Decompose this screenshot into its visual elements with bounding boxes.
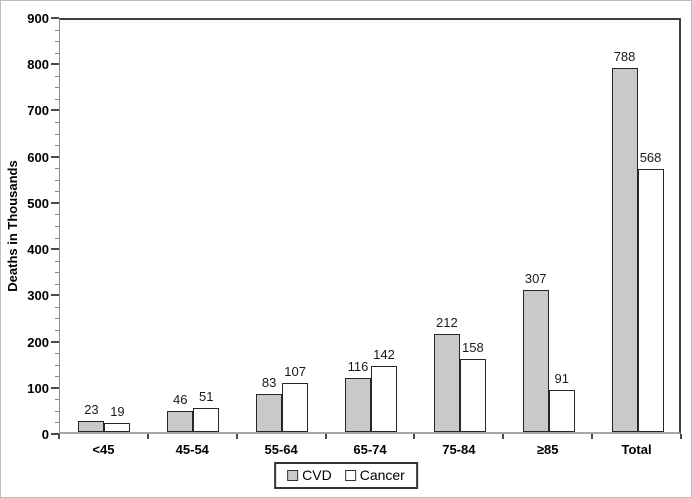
y-minor-tick-mark <box>55 260 59 262</box>
bar-cancer <box>548 390 575 432</box>
y-minor-tick-mark <box>55 237 59 239</box>
y-tick-mark <box>51 340 59 343</box>
bar-value-label: 23 <box>84 402 99 417</box>
y-tick-mark <box>51 433 59 435</box>
bar-cvd <box>167 411 194 432</box>
bar-value-label: 116 <box>347 359 369 374</box>
bar-cancer <box>104 423 131 432</box>
x-category-label: Total <box>621 442 652 457</box>
bar-value-label: 788 <box>613 49 636 64</box>
bar-cancer <box>459 359 486 432</box>
bar-value-label: 19 <box>110 404 125 419</box>
y-minor-tick-mark <box>55 364 59 366</box>
bar-value-label: 142 <box>373 347 395 362</box>
y-tick-label: 600 <box>27 149 49 165</box>
y-minor-tick-mark <box>55 41 59 43</box>
y-tick-label: 200 <box>27 334 49 350</box>
legend-label: Cancer <box>359 467 405 483</box>
y-minor-tick-mark <box>55 422 59 424</box>
bar-cvd <box>611 68 638 432</box>
y-tick-label: 500 <box>27 195 49 211</box>
plot-area: 23 19 46 51 83 107 116 142 212 158 307 91 788 568 <box>59 18 681 434</box>
y-tick-mark <box>51 109 59 112</box>
legend-label: CVD <box>302 467 332 483</box>
y-tick-label: 900 <box>27 11 49 26</box>
legend-marker-cancer-icon <box>344 470 356 481</box>
y-tick-mark <box>51 63 59 66</box>
x-tick-mark <box>58 434 60 439</box>
y-tick-label: 300 <box>27 288 49 304</box>
y-minor-tick-mark <box>55 87 59 89</box>
x-category-label: ≥85 <box>536 442 559 457</box>
y-minor-tick-mark <box>55 353 59 355</box>
y-tick-mark <box>51 155 59 158</box>
bar-value-label: 568 <box>639 150 662 165</box>
bar-cvd <box>433 334 460 432</box>
bar-value-label: 212 <box>435 315 458 330</box>
y-minor-tick-mark <box>55 330 59 331</box>
bar-cvd <box>522 290 549 432</box>
x-tick-mark <box>591 434 594 439</box>
bar-value-label: 91 <box>554 371 569 386</box>
bar-cancer <box>371 366 397 432</box>
y-minor-tick-mark <box>55 52 59 54</box>
y-minor-tick-mark <box>55 318 59 320</box>
bar-cvd <box>345 378 371 432</box>
y-minor-tick-mark <box>55 283 59 285</box>
x-tick-mark <box>146 434 149 439</box>
y-tick-mark <box>51 17 59 19</box>
y-minor-tick-mark <box>55 179 59 181</box>
x-category-label: 45-54 <box>175 442 209 457</box>
y-tick-mark <box>51 386 59 389</box>
y-tick-mark <box>51 248 59 251</box>
bar-value-label: 107 <box>284 364 306 379</box>
legend-item-cvd: CVD <box>287 468 332 483</box>
x-tick-mark <box>502 434 505 439</box>
bar-cvd <box>256 394 283 432</box>
y-minor-tick-mark <box>55 376 59 378</box>
y-minor-tick-mark <box>55 133 59 135</box>
x-category-label: 55-64 <box>264 442 298 457</box>
y-minor-tick-mark <box>55 272 59 274</box>
x-category-label: 75-84 <box>442 442 476 457</box>
x-category-label: 65-74 <box>353 442 387 457</box>
y-minor-tick-mark <box>55 122 59 123</box>
legend-item-cancer: Cancer <box>344 467 405 483</box>
bar-value-label: 51 <box>199 389 214 404</box>
bar-cancer <box>637 169 664 432</box>
y-tick-label: 0 <box>41 427 49 442</box>
bar-value-label: 83 <box>261 375 277 390</box>
x-tick-mark <box>235 434 238 439</box>
x-tick-mark <box>413 434 416 439</box>
y-minor-tick-mark <box>55 29 59 31</box>
bar-value-label: 46 <box>173 392 188 407</box>
y-minor-tick-mark <box>55 98 59 100</box>
y-minor-tick-mark <box>55 191 59 193</box>
y-minor-tick-mark <box>55 306 59 308</box>
x-tick-mark <box>680 434 682 439</box>
y-minor-tick-mark <box>55 226 59 227</box>
y-tick-label: 100 <box>27 380 49 396</box>
y-minor-tick-mark <box>55 214 59 216</box>
bar-cancer <box>193 408 220 432</box>
bar-cancer <box>282 383 309 432</box>
x-category-label: <45 <box>92 442 115 457</box>
y-minor-tick-mark <box>55 75 59 77</box>
y-minor-tick-mark <box>55 399 59 401</box>
legend: CVD Cancer <box>274 462 418 489</box>
y-tick-label: 700 <box>27 103 49 119</box>
y-tick-mark <box>51 201 59 204</box>
y-minor-tick-mark <box>55 410 59 412</box>
y-minor-tick-mark <box>55 168 59 170</box>
bar-value-label: 307 <box>524 271 547 286</box>
bar-value-label: 158 <box>461 340 484 355</box>
legend-marker-cvd-icon <box>287 470 299 481</box>
y-minor-tick-mark <box>55 145 59 147</box>
y-tick-label: 400 <box>27 242 49 258</box>
y-tick-label: 800 <box>27 57 49 73</box>
y-tick-mark <box>51 294 59 297</box>
x-tick-mark <box>324 434 327 439</box>
bar-cvd <box>78 421 105 432</box>
